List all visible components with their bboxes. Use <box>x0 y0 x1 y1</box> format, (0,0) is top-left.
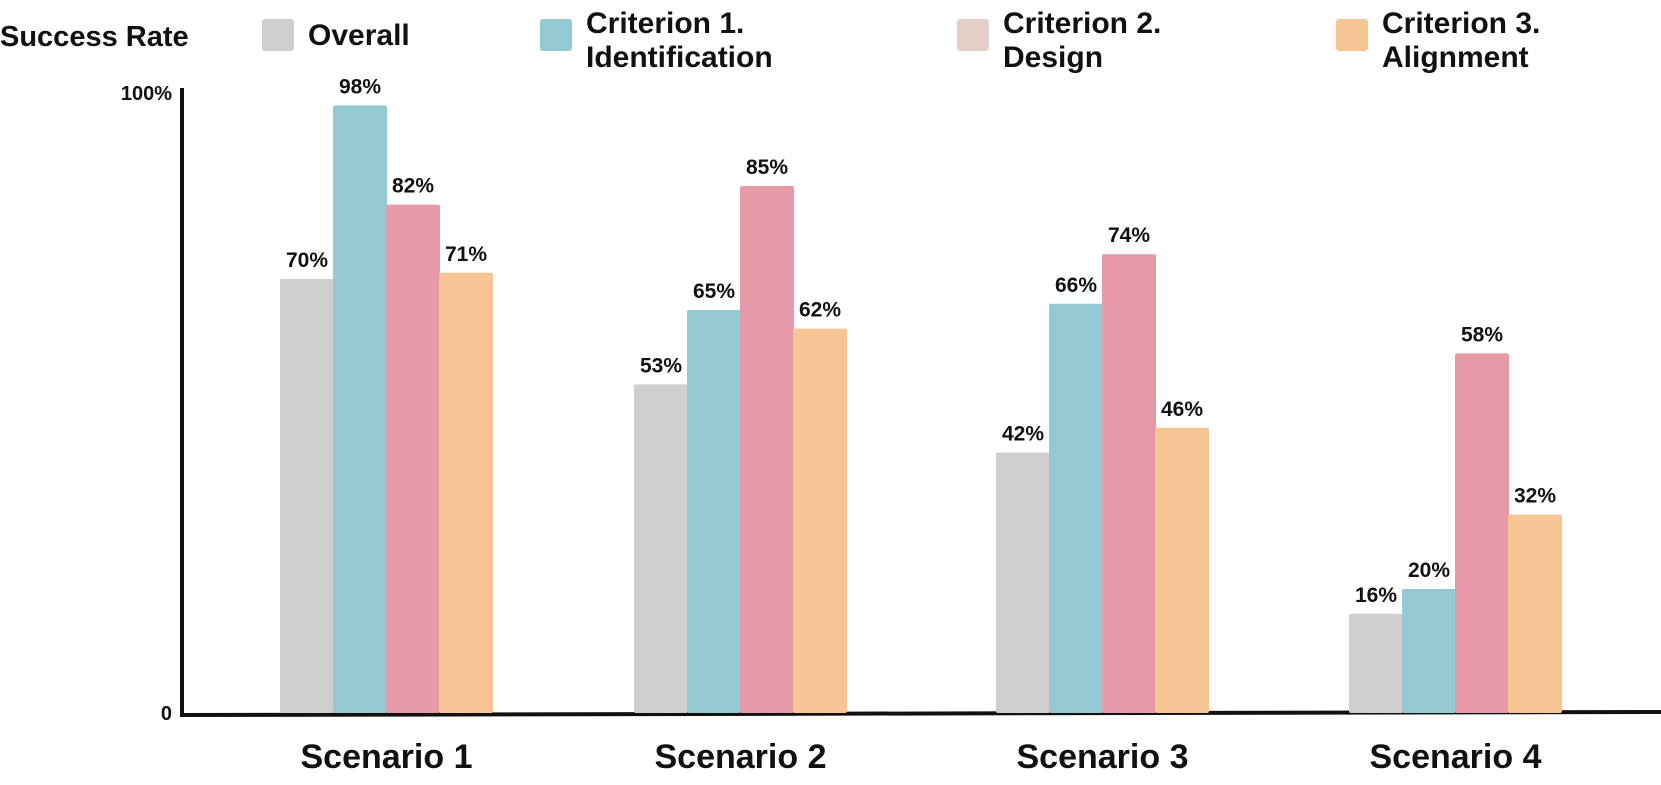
data-label: 70% <box>286 249 328 272</box>
bar <box>634 384 688 713</box>
category-label: Scenario 4 <box>1370 738 1542 776</box>
bar <box>439 272 493 713</box>
data-label: 82% <box>392 175 434 198</box>
data-label: 71% <box>445 243 487 266</box>
legend-label: Design <box>1003 41 1103 74</box>
data-label: 62% <box>799 299 841 322</box>
y-tick-label: 0 <box>161 703 172 725</box>
legend-label: Criterion 1. <box>586 7 744 40</box>
bar <box>1402 589 1456 713</box>
legend-swatch <box>540 19 572 51</box>
data-label: 74% <box>1108 224 1150 247</box>
bar <box>1102 254 1156 713</box>
category-labels: Scenario 1 Scenario 2 Scenario 3 Scenario 4 <box>301 738 1542 776</box>
data-label: 53% <box>640 354 682 377</box>
category-label: Scenario 3 <box>1017 738 1189 776</box>
data-label: 66% <box>1055 274 1097 297</box>
y-axis-title: Success Rate <box>0 21 189 53</box>
legend-swatch <box>957 19 989 51</box>
bar <box>996 452 1050 713</box>
data-label: 65% <box>693 280 735 303</box>
bar <box>333 105 387 713</box>
data-label: 98% <box>339 75 381 98</box>
legend: Overall Criterion 1.Identification Criteri… <box>262 7 1540 74</box>
legend-label: Identification <box>586 41 773 74</box>
legend-label: Criterion 2. <box>1003 7 1161 40</box>
bar <box>687 310 741 713</box>
data-label: 85% <box>746 156 788 179</box>
legend-label: Criterion 3. <box>1382 7 1540 40</box>
bar <box>1049 303 1103 713</box>
y-tick-label: 100% <box>121 83 172 105</box>
legend-swatch <box>262 19 294 51</box>
bar <box>740 186 794 713</box>
bar <box>1349 613 1403 713</box>
data-label: 46% <box>1161 398 1203 421</box>
legend-swatch <box>1336 19 1368 51</box>
y-axis-ticks: 100% 0 <box>121 83 172 725</box>
data-labels: 70% 53% 42% 16% 98% 65% 66% 20% 82% 85% 74% 58% 71% 6… <box>286 75 1556 606</box>
bar <box>280 279 334 713</box>
bar <box>1155 427 1209 713</box>
legend-label: Alignment <box>1382 41 1529 74</box>
bar <box>1508 514 1562 713</box>
data-label: 58% <box>1461 323 1503 346</box>
bars <box>280 105 1562 713</box>
data-label: 16% <box>1355 584 1397 607</box>
data-label: 32% <box>1514 485 1556 508</box>
data-label: 42% <box>1002 423 1044 446</box>
category-label: Scenario 2 <box>655 738 827 776</box>
category-label: Scenario 1 <box>301 738 473 776</box>
legend-label: Overall <box>308 19 410 52</box>
bar <box>1455 353 1509 713</box>
bar <box>793 328 847 713</box>
bar <box>386 204 440 713</box>
data-label: 20% <box>1408 559 1450 582</box>
